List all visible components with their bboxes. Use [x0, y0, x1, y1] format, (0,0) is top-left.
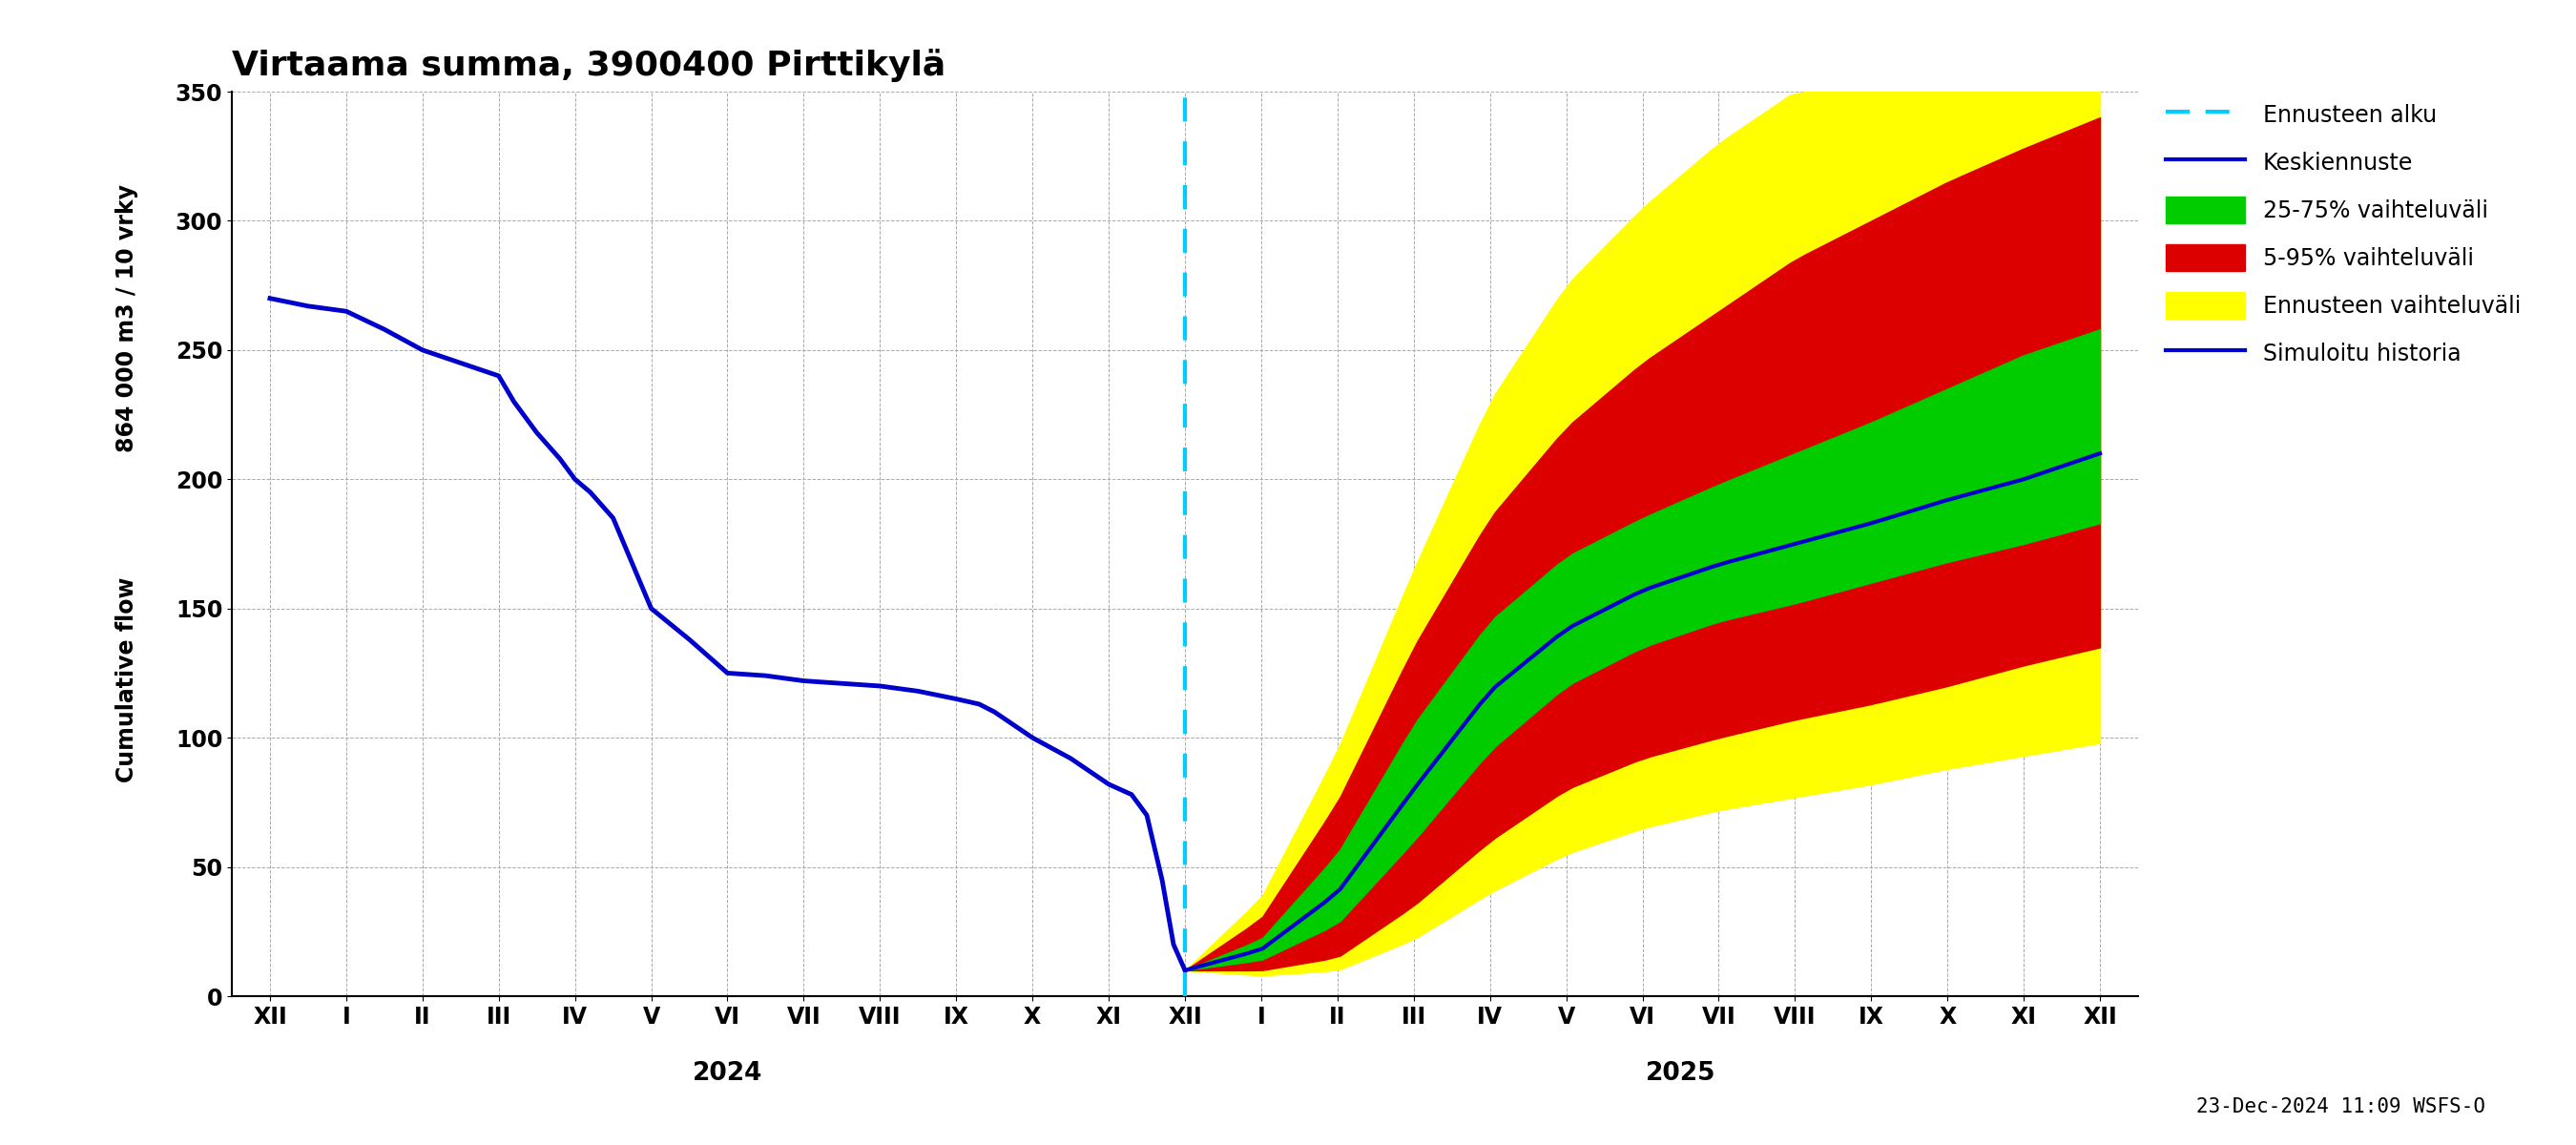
- Text: 23-Dec-2024 11:09 WSFS-O: 23-Dec-2024 11:09 WSFS-O: [2197, 1097, 2486, 1116]
- Text: Cumulative flow: Cumulative flow: [116, 577, 139, 782]
- Text: 2024: 2024: [693, 1061, 762, 1087]
- Text: 2025: 2025: [1646, 1061, 1716, 1087]
- Text: Virtaama summa, 3900400 Pirttikylä: Virtaama summa, 3900400 Pirttikylä: [232, 49, 945, 82]
- Text: 864 000 m3 / 10 vrky: 864 000 m3 / 10 vrky: [116, 183, 139, 452]
- Legend: Ennusteen alku, Keskiennuste, 25-75% vaihteluväli, 5-95% vaihteluväli, Ennusteen: Ennusteen alku, Keskiennuste, 25-75% vai…: [2156, 92, 2530, 376]
